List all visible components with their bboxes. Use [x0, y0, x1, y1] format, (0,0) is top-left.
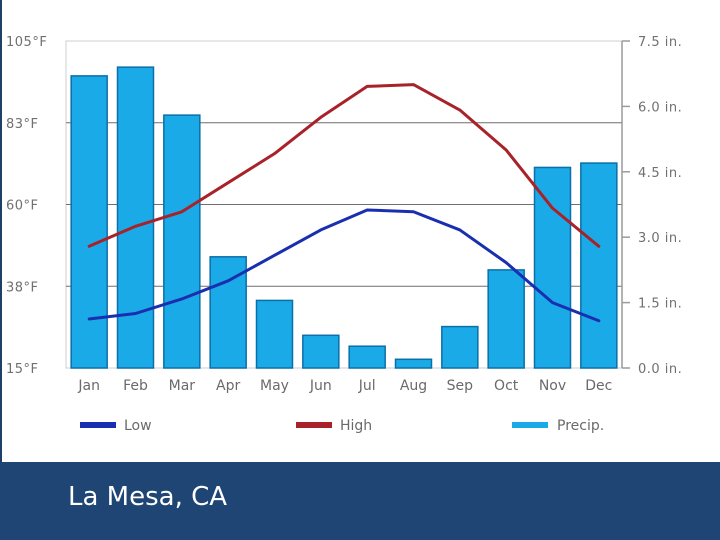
month-label-jul: Jul [358, 378, 376, 394]
month-label-jun: Jun [309, 378, 332, 394]
month-label-sep: Sep [447, 378, 474, 394]
precip-bar-jun [302, 334, 340, 369]
left-axis-tick-label: 38°F [6, 280, 39, 295]
month-label-jan: Jan [77, 378, 100, 394]
precip-bar-aug [394, 358, 433, 369]
temperature-lines [87, 83, 601, 323]
legend-label-high: High [340, 418, 372, 434]
precip-bar-jul [348, 345, 386, 369]
left-axis-tick-label: 83°F [6, 117, 39, 132]
month-label-apr: Apr [216, 378, 240, 394]
month-axis: Jan Feb Mar Apr May Jun Jul Aug Sep Oct Nov Dec [77, 378, 612, 394]
month-label-aug: Aug [400, 378, 427, 394]
month-label-nov: Nov [539, 378, 566, 394]
left-axis-tick-label: 105°F [6, 35, 47, 50]
precip-bars [70, 66, 618, 369]
climate-chart: 105°F 83°F 60°F 38°F 15°F 7.5 in. 6.0 in. 4.5 … [6, 35, 682, 434]
left-axis-ticks: 105°F 83°F 60°F 38°F 15°F [6, 35, 47, 377]
right-axis-tick-label: 7.5 in. [638, 35, 682, 50]
precip-bar-nov [533, 166, 572, 369]
location-title: La Mesa, CA [68, 482, 228, 512]
legend-swatch-high [296, 422, 332, 428]
month-label-dec: Dec [585, 378, 612, 394]
legend-label-precip: Precip. [557, 418, 604, 434]
precip-bar-jan [70, 75, 108, 369]
precip-bar-sep [441, 325, 479, 369]
right-axis-ticks: 7.5 in. 6.0 in. 4.5 in. 3.0 in. 1.5 in. 0.0 i… [622, 35, 682, 377]
right-axis-tick-label: 6.0 in. [638, 100, 682, 115]
right-axis-tick-label: 3.0 in. [638, 231, 682, 246]
legend-swatch-precip [512, 422, 548, 428]
month-label-feb: Feb [123, 378, 148, 394]
low-temperature-line [87, 208, 601, 323]
high-temperature-line [87, 83, 601, 248]
right-axis-tick-label: 0.0 in. [638, 362, 682, 377]
month-label-mar: Mar [169, 378, 196, 394]
right-axis-tick-label: 1.5 in. [638, 297, 682, 312]
legend-swatch-low [80, 422, 116, 428]
left-axis-tick-label: 60°F [6, 199, 39, 214]
month-label-may: May [260, 378, 289, 394]
legend: Low High Precip. [80, 418, 604, 434]
precip-bar-mar [163, 114, 201, 369]
precip-bar-oct [487, 269, 525, 369]
gridlines [66, 40, 622, 369]
footer-band [0, 462, 720, 540]
precip-bar-feb [116, 66, 155, 369]
precip-bar-dec [580, 162, 618, 369]
legend-label-low: Low [124, 418, 152, 434]
right-axis-tick-label: 4.5 in. [638, 166, 682, 181]
precip-bar-may [255, 299, 294, 369]
month-label-oct: Oct [494, 378, 519, 394]
left-axis-tick-label: 15°F [6, 362, 39, 377]
